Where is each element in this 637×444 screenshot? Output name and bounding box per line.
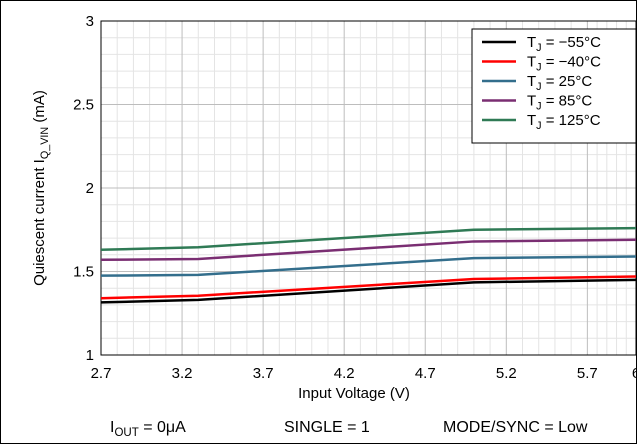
- condition-text: SINGLE = 1: [284, 419, 370, 436]
- legend-box: [471, 28, 637, 144]
- y-axis-label: Quiescent current IQ_VIN (mA): [31, 90, 51, 286]
- x-axis-label: Input Voltage (V): [298, 385, 410, 402]
- condition-text: MODE/SYNC = Low: [443, 419, 588, 436]
- y-tick-label: 2.5: [73, 97, 94, 114]
- legend-entry: TJ = 25°C: [527, 73, 592, 93]
- legend-entry: TJ = 85°C: [527, 93, 592, 113]
- y-axis-label-text: Quiescent current IQ_VIN (mA): [31, 90, 51, 286]
- legend-entry: TJ = −40°C: [527, 54, 601, 74]
- condition-text: IOUT = 0μA: [110, 419, 186, 439]
- x-tick-labels: 2.7 3.2 3.7 4.2 4.7 5.2 5.7 6: [91, 365, 637, 382]
- x-tick-label: 5.7: [577, 365, 598, 382]
- test-conditions: IOUT = 0μA SINGLE = 1 MODE/SYNC = Low: [110, 419, 588, 439]
- x-tick-label: 4.2: [334, 365, 355, 382]
- x-tick-label: 4.7: [415, 365, 436, 382]
- y-tick-label: 3: [86, 13, 94, 30]
- series-line-0: [100, 278, 637, 304]
- legend: TJ = −55°CTJ = −40°CTJ = 25°CTJ = 85°CTJ…: [471, 28, 637, 144]
- series-line-1: [100, 275, 637, 300]
- y-tick-label: 1: [86, 347, 94, 364]
- legend-entry: TJ = 125°C: [527, 112, 601, 132]
- x-tick-label: 2.7: [91, 365, 112, 382]
- x-tick-label: 6: [632, 365, 637, 382]
- series-line-4: [100, 226, 637, 252]
- x-tick-label: 3.2: [172, 365, 193, 382]
- series-lines: [100, 226, 637, 304]
- y-tick-label: 1.5: [73, 264, 94, 281]
- x-tick-label: 3.7: [253, 365, 274, 382]
- legend-entry: TJ = −55°C: [527, 34, 601, 54]
- plot-border: [100, 20, 637, 356]
- series-line-2: [100, 255, 637, 277]
- y-tick-labels: 1 1.5 2 2.5 3: [73, 13, 94, 364]
- series-line-3: [100, 238, 637, 262]
- y-tick-label: 2: [86, 180, 94, 197]
- plot-area: 2.7 3.2 3.7 4.2 4.7 5.2 5.7 6 1 1.5 2 2.5 3 Input Vol…: [31, 13, 637, 439]
- x-tick-label: 5.2: [496, 365, 517, 382]
